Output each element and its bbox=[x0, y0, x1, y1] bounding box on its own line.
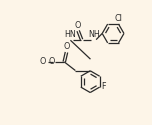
Text: F: F bbox=[101, 82, 106, 91]
Text: O: O bbox=[64, 42, 70, 51]
Text: HN: HN bbox=[65, 30, 76, 39]
Text: O: O bbox=[48, 57, 55, 66]
Text: O: O bbox=[39, 57, 46, 66]
Text: NH: NH bbox=[88, 30, 100, 39]
Text: Cl: Cl bbox=[115, 14, 123, 23]
Text: O: O bbox=[74, 21, 81, 30]
